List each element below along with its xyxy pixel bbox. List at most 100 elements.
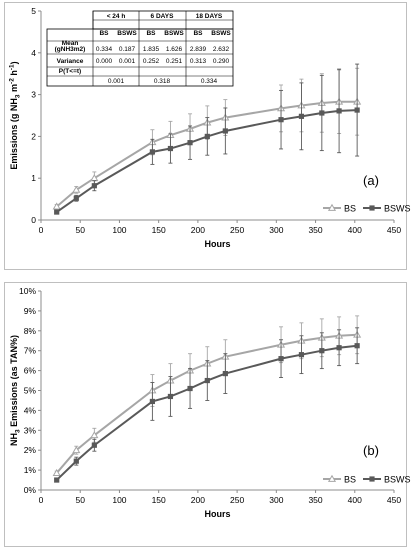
y-tick-label: 3 (31, 90, 36, 100)
stats-table: < 24 h 6 DAYS 18 DAYS BS BSWS BS BSWS BS BSWS Mea… (46, 10, 234, 87)
data-point-bsws (73, 195, 79, 201)
y-tick-label: 0% (24, 485, 37, 495)
y-tick-label: 7% (24, 346, 37, 356)
y-tick-label: 1 (31, 173, 36, 183)
table-cell: 0.000 (96, 58, 113, 65)
y-tick-label: 9% (24, 306, 37, 316)
y-tick-label: 1% (24, 465, 37, 475)
y-tick-label: 10% (19, 286, 36, 296)
table-cell: 0.290 (213, 58, 230, 65)
x-tick-label: 100 (112, 225, 126, 235)
data-point-bsws (354, 343, 360, 349)
data-point-bsws (336, 345, 342, 351)
table-row-label: Variance (57, 58, 84, 65)
x-tick-label: 200 (191, 225, 205, 235)
data-point-bs (90, 431, 99, 439)
data-point-bsws (187, 140, 193, 146)
y-tick-label: 2 (31, 131, 36, 141)
legend-label-bsws: BSWS (384, 204, 411, 214)
y-tick-label: 2% (24, 445, 37, 455)
chart-panel-b: 0% 1% 2% 3% 4% 5% 6% 7% 8% 9% 10% 0 50 100 150 200 250 30… (4, 282, 411, 547)
x-axis-label: Hours (204, 509, 230, 519)
data-point-bs (72, 445, 81, 454)
data-point-bsws (187, 385, 193, 392)
y-tick-label: 5% (24, 386, 37, 396)
data-point-bsws (298, 113, 305, 119)
data-point-bsws (204, 133, 210, 139)
emissions-tan-chart: 0% 1% 2% 3% 4% 5% 6% 7% 8% 9% 10% 0 50 100 150 200 250 30… (9, 286, 411, 519)
y-tick-label: 5 (31, 6, 36, 16)
legend-marker-bsws (369, 476, 375, 482)
data-point-bsws (204, 377, 210, 384)
legend-label-bsws: BSWS (384, 475, 411, 485)
x-tick-label: 150 (152, 495, 166, 505)
x-tick-label: 250 (230, 225, 244, 235)
y-axis-label-part: Emissions (g NH (9, 98, 19, 170)
table-cell: 2.839 (190, 46, 207, 53)
x-tick-label: 400 (348, 495, 362, 505)
table-cell: 0.252 (143, 58, 160, 65)
data-point-bsws (222, 370, 228, 377)
data-point-bsws (91, 183, 97, 189)
table-row-label: P(T<=t) (59, 68, 81, 75)
table-cell: 0.187 (119, 46, 136, 53)
table-cell: 0.334 (201, 78, 218, 85)
x-tick-label: 450 (387, 225, 401, 235)
legend-marker-bsws (369, 205, 375, 211)
y-tick-label: 4% (24, 405, 37, 415)
x-tick-label: 350 (308, 225, 322, 235)
chart-panel-a: 0 1 2 3 4 5 0 50 100 150 200 250 300 350 400 450 Hours Em… (4, 2, 411, 270)
legend-label-bs: BS (344, 204, 356, 214)
table-header: 6 DAYS (151, 13, 175, 20)
y-axis-label-part: NH (9, 433, 19, 446)
legend: BS BSWS (323, 204, 411, 214)
panel-label: (b) (363, 443, 379, 458)
x-tick-label: 150 (152, 225, 166, 235)
data-point-bsws (167, 145, 174, 152)
x-tick-label: 50 (75, 495, 85, 505)
x-tick-label: 200 (191, 495, 205, 505)
table-cell: 0.313 (190, 58, 207, 65)
table-row-label: Mean (62, 40, 79, 47)
data-point-bs (52, 468, 61, 476)
table-subheader: BSWS (117, 30, 137, 37)
y-tick-label: 0 (31, 215, 36, 225)
table-body-border (46, 28, 234, 87)
y-axis-label: NH3 Emissions (as TAN%) (9, 335, 22, 446)
y-axis-label-part: ) (9, 61, 19, 64)
panel-label: (a) (363, 173, 379, 188)
series-bsws (54, 63, 360, 215)
y-axis-label: Emissions (g NH3 m-2 h-1) (9, 61, 22, 169)
data-point-bs (52, 202, 61, 210)
table-cell: 0.251 (166, 58, 183, 65)
legend-marker-bs (327, 474, 337, 482)
data-point-bsws (319, 110, 325, 116)
legend: BS BSWS (323, 475, 411, 485)
x-axis-label: Hours (204, 239, 230, 249)
table-subheader: BSWS (211, 30, 231, 37)
x-tick-label: 100 (112, 495, 126, 505)
data-point-bsws (167, 393, 174, 400)
y-axis-label-part: Emissions (as TAN%) (9, 335, 19, 429)
y-tick-label: 3% (24, 425, 37, 435)
x-tick-label: 0 (39, 225, 44, 235)
x-tick-label: 0 (39, 495, 44, 505)
data-point-bsws (222, 128, 228, 134)
data-point-bsws (278, 117, 284, 123)
data-point-bsws (354, 107, 360, 113)
table-subheader: BS (193, 30, 203, 37)
y-axis-label-part: 3 (15, 94, 22, 98)
table-cell: 2.632 (213, 46, 230, 53)
y-axis-label-part: -1 (9, 64, 16, 70)
y-axis-label-part: 3 (15, 429, 22, 433)
data-point-bsws (298, 352, 305, 358)
series-bsws (54, 327, 360, 483)
data-point-bsws (149, 149, 155, 155)
table-header: < 24 h (107, 13, 126, 20)
x-tick-label: 300 (269, 225, 283, 235)
legend-label-bs: BS (344, 475, 356, 485)
data-point-bsws (149, 398, 155, 405)
table-cell: 1.626 (166, 46, 183, 53)
table-subheader: BS (99, 30, 109, 37)
